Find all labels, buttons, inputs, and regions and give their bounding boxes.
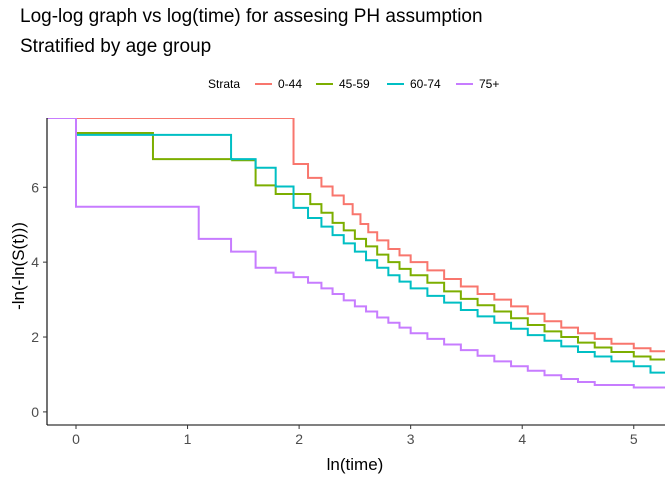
x-tick-label-2: 2	[295, 431, 303, 447]
y-tick-label-2: 4	[31, 254, 39, 270]
x-tick-label-5: 5	[630, 431, 638, 447]
series-line-1	[76, 131, 665, 361]
x-tick-label-0: 0	[72, 431, 80, 447]
y-tick-label-3: 6	[31, 179, 39, 195]
axes: ln(time) -ln(-ln(S(t))) 0 1 2 3 4 5 0 2 4 6	[9, 118, 665, 474]
legend-label-1: 45-59	[339, 77, 370, 91]
y-tick-label-1: 2	[31, 329, 39, 345]
legend-label-2: 60-74	[410, 77, 441, 91]
y-axis-title: -ln(-ln(S(t)))	[9, 222, 28, 310]
x-axis-title: ln(time)	[327, 455, 384, 474]
legend: Strata 0-44 45-59 60-74 75+	[208, 77, 499, 91]
y-tick-label-0: 0	[31, 404, 39, 420]
plot-area	[47, 118, 665, 389]
legend-label-0: 0-44	[278, 77, 302, 91]
legend-label-3: 75+	[479, 77, 499, 91]
x-tick-label-1: 1	[184, 431, 192, 447]
chart-title: Log-log graph vs log(time) for assesing …	[20, 6, 483, 27]
x-tick-label-4: 4	[518, 431, 526, 447]
chart-subtitle: Stratified by age group	[20, 36, 212, 57]
series-line-0	[76, 118, 665, 353]
x-tick-label-3: 3	[407, 431, 415, 447]
legend-title: Strata	[208, 77, 240, 91]
series-line-2	[76, 133, 665, 374]
series-line-3	[47, 118, 665, 389]
